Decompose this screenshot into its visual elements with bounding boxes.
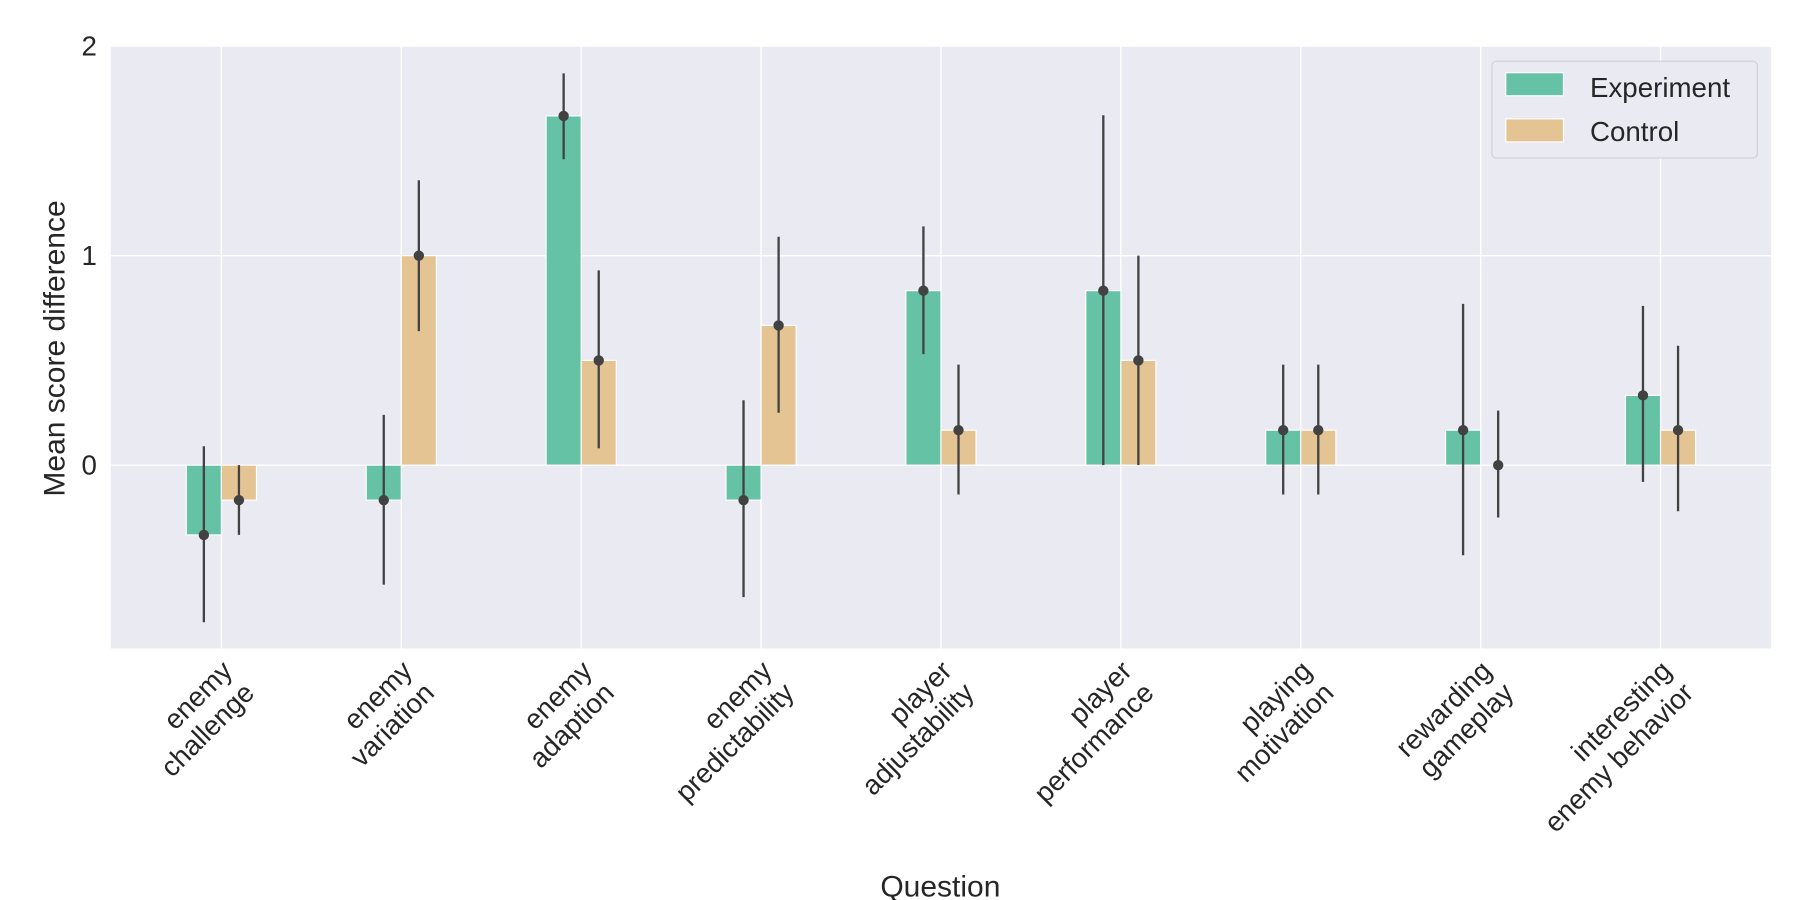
- gridlines: [110, 45, 1772, 649]
- mean-point: [233, 494, 245, 506]
- x-tick-label: interestingenemy behavior: [1516, 655, 1699, 838]
- x-axis-label: Question: [880, 871, 1000, 900]
- mean-point: [198, 529, 210, 541]
- x-tick-label: playeradjustability: [833, 655, 980, 801]
- legend: Experiment Control: [1491, 60, 1758, 159]
- y-tick-label: 0: [82, 449, 97, 480]
- mean-point: [1098, 285, 1109, 296]
- x-tick-label: enemychallenge: [132, 655, 260, 783]
- x-tick-label: playingmotivation: [1206, 655, 1339, 788]
- x-tick-label: playerperformance: [1006, 655, 1160, 809]
- legend-label-control: Control: [1590, 116, 1679, 147]
- mean-point: [1133, 355, 1144, 366]
- x-tick-text: enemyadaption: [501, 655, 620, 774]
- mean-point: [1672, 424, 1684, 436]
- legend-swatch-control: [1505, 118, 1565, 143]
- y-tick-label: 2: [82, 30, 97, 61]
- mean-point: [953, 424, 964, 436]
- x-tick-text: playeradjustability: [833, 655, 979, 801]
- x-tick-text: enemypredictability: [647, 655, 800, 808]
- mean-point: [1278, 424, 1289, 436]
- x-tick-label: enemypredictability: [647, 655, 800, 808]
- x-tick-label: rewardinggameplay: [1389, 655, 1519, 785]
- y-axis-label: Mean score difference: [39, 200, 72, 496]
- mean-point: [738, 494, 749, 506]
- mean-point: [1457, 424, 1469, 436]
- x-tick-label: enemyadaption: [501, 655, 620, 774]
- x-tick-text: interestingenemy behavior: [1516, 655, 1699, 838]
- mean-point: [558, 110, 569, 122]
- mean-point: [1637, 390, 1649, 401]
- mean-point: [593, 355, 604, 366]
- mean-point: [413, 250, 425, 261]
- error-bars: [198, 73, 1684, 623]
- mean-point: [773, 320, 784, 331]
- legend-swatch-experiment: [1505, 72, 1565, 97]
- x-tick-labels: enemychallenge enemyvariation enemyadaptio…: [132, 655, 1699, 838]
- y-tick-labels: 0 1 2: [82, 30, 97, 480]
- legend-label-experiment: Experiment: [1590, 72, 1730, 103]
- mean-point: [1492, 459, 1504, 471]
- mean-point: [918, 285, 929, 296]
- y-tick-label: 1: [82, 240, 97, 271]
- x-tick-label: enemyvariation: [322, 655, 440, 773]
- mean-point: [1313, 424, 1324, 436]
- x-tick-text: rewardinggameplay: [1389, 655, 1519, 785]
- x-tick-text: playerperformance: [1006, 655, 1160, 809]
- x-tick-text: enemychallenge: [132, 655, 260, 783]
- mean-point: [378, 494, 389, 506]
- bar-experiment: [545, 115, 582, 466]
- x-tick-text: playingmotivation: [1206, 655, 1339, 788]
- x-tick-text: enemyvariation: [322, 655, 440, 773]
